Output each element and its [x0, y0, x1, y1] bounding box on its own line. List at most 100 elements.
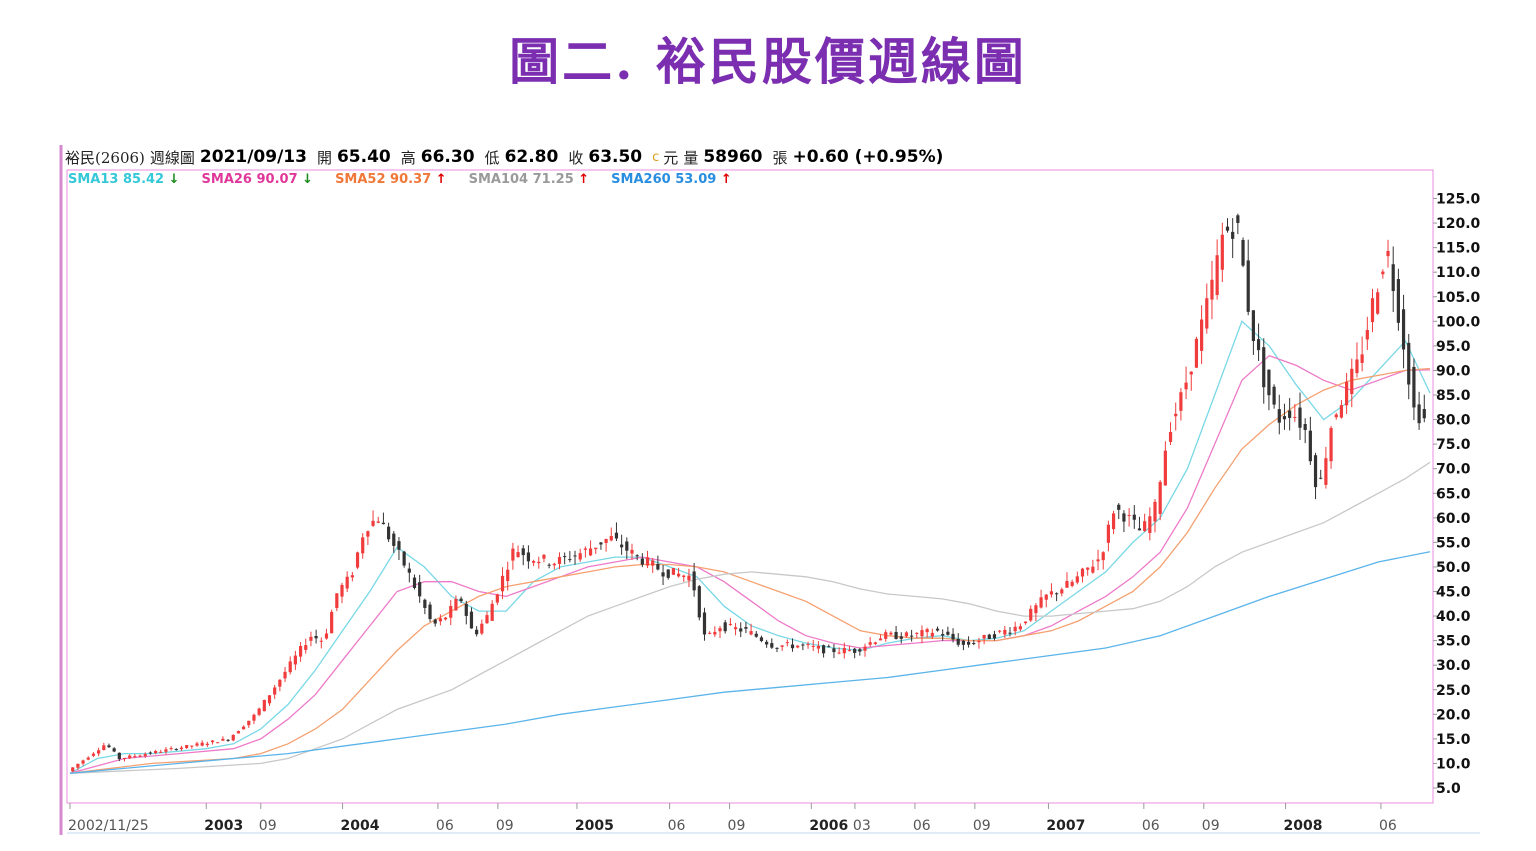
candle-body — [1407, 342, 1411, 385]
candle-body — [231, 734, 235, 741]
candle-body — [1293, 416, 1297, 418]
candle-body — [350, 575, 354, 578]
candle-body — [1049, 591, 1054, 595]
volume-value: 58960 — [703, 147, 763, 167]
candle-body — [1365, 329, 1369, 340]
candle-body — [630, 549, 634, 554]
arrow-up-icon: ↑ — [716, 172, 732, 187]
candle-body — [500, 575, 505, 592]
sma-line-sma260 — [69, 551, 1431, 774]
candle-body — [1324, 458, 1328, 485]
candle-body — [718, 628, 722, 632]
candle-body — [133, 756, 137, 758]
candle-body — [640, 558, 644, 565]
candle-body — [1039, 597, 1043, 608]
candle-body — [604, 538, 608, 544]
candle-body — [557, 556, 562, 564]
x-tick-label: 2002/11/25 — [68, 818, 149, 834]
candle-body — [459, 598, 463, 602]
candle-body — [816, 645, 821, 649]
y-tick-label: 10.0 — [1436, 756, 1471, 772]
candle-body — [889, 632, 893, 635]
candle-body — [1018, 626, 1022, 630]
open-label: 開 — [316, 148, 332, 167]
candle-body — [739, 628, 743, 632]
candle-body — [205, 743, 209, 746]
candle-body — [1065, 580, 1069, 588]
candle-body — [749, 631, 753, 635]
candle-body — [1360, 354, 1364, 363]
candle-body — [1137, 528, 1142, 531]
candle-body — [1148, 516, 1152, 534]
candle-body — [293, 655, 297, 665]
candle-body — [449, 606, 453, 618]
y-tick-label: 125.0 — [1436, 192, 1481, 208]
candle-body — [267, 695, 272, 704]
candle-body — [961, 640, 966, 645]
open-value: 65.40 — [336, 147, 391, 167]
candle-body — [221, 738, 225, 741]
candle-body — [1023, 621, 1028, 624]
low-value: 62.80 — [504, 147, 559, 167]
candle-body — [635, 555, 639, 557]
candle-body — [392, 533, 396, 546]
candle-body — [1251, 310, 1255, 342]
sma-legend-item: SMA52 90.37 ↑ — [335, 172, 447, 187]
candle-body — [190, 745, 194, 747]
candle-body — [330, 611, 334, 634]
volume-unit: 張 — [772, 148, 788, 167]
candle-body — [733, 627, 738, 630]
candle-body — [278, 679, 282, 687]
candle-body — [1080, 568, 1085, 577]
candle-body — [438, 618, 442, 622]
y-tick-label: 65.0 — [1436, 486, 1471, 502]
candle-body — [304, 645, 308, 650]
candle-body — [371, 520, 375, 526]
candle-body — [454, 598, 458, 611]
sma-legend-label: SMA52 90.37 — [335, 172, 432, 187]
candle-body — [925, 629, 929, 633]
sma-legend-label: SMA104 71.25 — [468, 172, 574, 187]
candle-body — [1401, 309, 1406, 350]
candle-body — [594, 547, 598, 550]
candle-body — [128, 755, 132, 759]
c-mark: c — [652, 149, 660, 165]
candle-body — [708, 632, 712, 634]
sma-legend-item: SMA13 85.42 ↓ — [68, 172, 180, 187]
candle-body — [744, 627, 748, 629]
high-label: 高 — [400, 148, 416, 167]
candle-body — [625, 541, 629, 551]
candle-body — [407, 568, 411, 573]
candle-body — [982, 635, 986, 639]
y-tick-label: 75.0 — [1436, 437, 1471, 453]
candle-body — [599, 542, 603, 545]
candle-body — [1117, 504, 1121, 510]
sma-legend-label: SMA26 90.07 — [201, 172, 298, 187]
candle-body — [148, 752, 153, 754]
candle-body — [1241, 239, 1245, 266]
candle-body — [790, 644, 795, 649]
sma-legend-item: SMA26 90.07 ↓ — [202, 172, 314, 187]
candle-body — [97, 750, 101, 754]
candle-body — [1194, 338, 1199, 368]
candle-body — [1256, 339, 1261, 351]
candle-body — [1200, 319, 1204, 351]
candle-body — [573, 555, 577, 557]
candle-body — [1267, 369, 1271, 396]
candle-body — [609, 535, 613, 541]
candle-body — [1345, 381, 1349, 406]
sma-legend-item: SMA104 71.25 ↑ — [469, 172, 590, 187]
candle-body — [894, 631, 898, 640]
candle-body — [1044, 594, 1048, 600]
y-tick-label: 25.0 — [1436, 683, 1471, 699]
x-tick-label: 2005 — [575, 818, 614, 834]
candle-body — [242, 726, 246, 730]
candle-body — [76, 763, 80, 768]
candle-body — [661, 572, 665, 577]
candle-body — [138, 755, 142, 757]
candle-body — [485, 615, 489, 624]
candle-body — [904, 632, 909, 637]
candle-body — [1215, 255, 1219, 295]
x-tick-label: 2008 — [1284, 818, 1323, 834]
